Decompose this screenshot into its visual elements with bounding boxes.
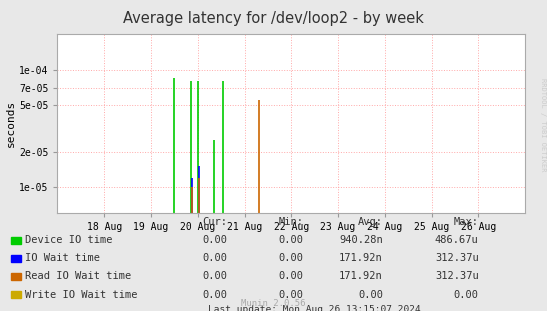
Text: 312.37u: 312.37u xyxy=(435,253,479,263)
Text: 0.00: 0.00 xyxy=(202,272,227,281)
Text: Device IO time: Device IO time xyxy=(25,235,113,245)
Text: 312.37u: 312.37u xyxy=(435,272,479,281)
Text: 0.00: 0.00 xyxy=(278,235,304,245)
Text: 171.92n: 171.92n xyxy=(339,272,383,281)
Text: 0.00: 0.00 xyxy=(278,253,304,263)
Text: IO Wait time: IO Wait time xyxy=(25,253,100,263)
Text: 0.00: 0.00 xyxy=(202,235,227,245)
Text: 486.67u: 486.67u xyxy=(435,235,479,245)
Text: 940.28n: 940.28n xyxy=(339,235,383,245)
Text: RRDTOOL / TOBI OETIKER: RRDTOOL / TOBI OETIKER xyxy=(540,78,546,171)
Text: Max:: Max: xyxy=(453,217,479,227)
Text: 0.00: 0.00 xyxy=(278,272,304,281)
Text: Min:: Min: xyxy=(278,217,304,227)
Text: Last update: Mon Aug 26 13:15:07 2024: Last update: Mon Aug 26 13:15:07 2024 xyxy=(208,305,421,311)
Text: 0.00: 0.00 xyxy=(202,253,227,263)
Text: Write IO Wait time: Write IO Wait time xyxy=(25,290,138,299)
Text: 0.00: 0.00 xyxy=(358,290,383,299)
Text: Munin 2.0.56: Munin 2.0.56 xyxy=(241,299,306,308)
Text: 171.92n: 171.92n xyxy=(339,253,383,263)
Text: 0.00: 0.00 xyxy=(453,290,479,299)
Text: Average latency for /dev/loop2 - by week: Average latency for /dev/loop2 - by week xyxy=(123,11,424,26)
Y-axis label: seconds: seconds xyxy=(6,100,16,147)
Text: Cur:: Cur: xyxy=(202,217,227,227)
Text: Avg:: Avg: xyxy=(358,217,383,227)
Text: 0.00: 0.00 xyxy=(202,290,227,299)
Text: Read IO Wait time: Read IO Wait time xyxy=(25,272,131,281)
Text: 0.00: 0.00 xyxy=(278,290,304,299)
